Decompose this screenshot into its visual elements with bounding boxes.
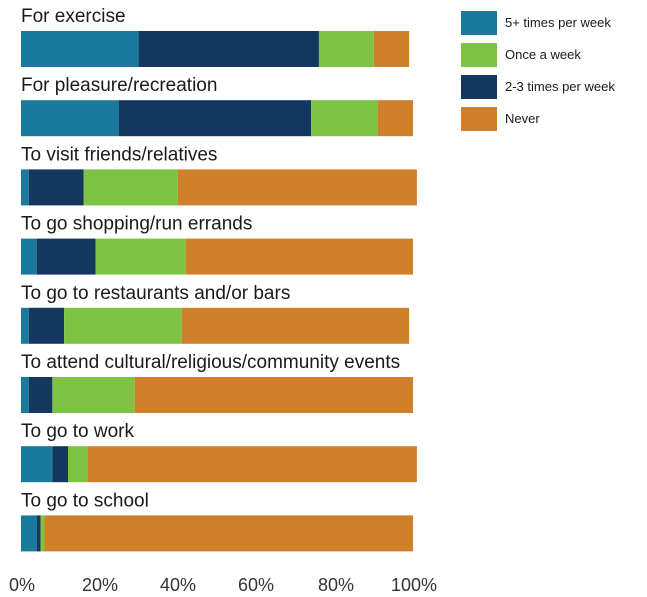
category-label-to-go-to-restaurants-and-or-bars: To go to restaurants and/or bars bbox=[21, 283, 290, 304]
bar-segment-to-go-to-work-once-a-week bbox=[68, 446, 88, 483]
bar-segment-to-attend-cultural-religious-community-events-5-times-per-week bbox=[21, 377, 29, 413]
bar-segment-to-go-shopping-run-errands-2-3-times-per-week bbox=[36, 238, 96, 275]
category-label-to-go-shopping-run-errands: To go shopping/run errands bbox=[21, 214, 252, 235]
legend-swatch-2-3-times-per-week bbox=[461, 75, 497, 99]
bar-segment-to-attend-cultural-religious-community-events-never bbox=[134, 377, 413, 413]
bar-segment-for-exercise-once-a-week bbox=[318, 31, 374, 67]
category-label-to-visit-friends-relatives: To visit friends/relatives bbox=[21, 144, 217, 165]
bar-segment-to-visit-friends-relatives-2-3-times-per-week bbox=[28, 169, 84, 206]
x-axis-ticks: 0% 20% 40% 60% 80% 100% bbox=[9, 575, 437, 595]
bar-segment-to-go-to-restaurants-and-or-bars-2-3-times-per-week bbox=[28, 307, 65, 344]
category-label-to-attend-cultural-religious-community-events: To attend cultural/religious/community e… bbox=[21, 352, 400, 373]
bar-segment-to-go-shopping-run-errands-never bbox=[185, 238, 413, 275]
bar-area bbox=[21, 31, 417, 552]
bar-segment-to-go-to-school-never bbox=[44, 515, 414, 552]
bar-segment-to-visit-friends-relatives-once-a-week bbox=[83, 169, 178, 206]
legend-swatch-5-times-per-week bbox=[461, 11, 497, 35]
bar-segment-for-exercise-never bbox=[373, 31, 410, 67]
category-label-to-go-to-work: To go to work bbox=[21, 421, 134, 442]
x-tick-label-5: 100% bbox=[391, 575, 437, 595]
category-label-to-go-to-school: To go to school bbox=[21, 490, 149, 511]
bar-segment-to-go-shopping-run-errands-once-a-week bbox=[95, 238, 186, 275]
x-tick-label-4: 80% bbox=[318, 575, 354, 595]
bar-segment-to-go-to-restaurants-and-or-bars-once-a-week bbox=[64, 307, 182, 344]
legend-label-5-times-per-week: 5+ times per week bbox=[505, 15, 611, 30]
x-tick-label-0: 0% bbox=[9, 575, 35, 595]
bar-segment-to-go-to-school-5-times-per-week bbox=[21, 515, 37, 552]
legend-label-2-3-times-per-week: 2-3 times per week bbox=[505, 79, 615, 94]
category-label-for-exercise: For exercise bbox=[21, 6, 126, 27]
bar-segment-for-pleasure-recreation-2-3-times-per-week bbox=[119, 100, 312, 137]
bar-segment-to-go-to-restaurants-and-or-bars-5-times-per-week bbox=[21, 307, 29, 344]
legend-label-never: Never bbox=[505, 111, 540, 126]
bar-segment-for-pleasure-recreation-5-times-per-week bbox=[21, 100, 119, 137]
bar-segment-to-go-to-school-2-3-times-per-week bbox=[36, 515, 41, 552]
bar-segment-to-attend-cultural-religious-community-events-once-a-week bbox=[52, 377, 135, 413]
bar-segment-for-exercise-2-3-times-per-week bbox=[138, 31, 319, 67]
x-tick-label-3: 60% bbox=[238, 575, 274, 595]
bar-segment-for-pleasure-recreation-never bbox=[377, 100, 413, 137]
category-label-for-pleasure-recreation: For pleasure/recreation bbox=[21, 75, 217, 96]
legend: 5+ times per week Once a week 2-3 times pe… bbox=[461, 11, 615, 131]
bar-segment-for-exercise-5-times-per-week bbox=[21, 31, 139, 67]
bar-segment-for-pleasure-recreation-once-a-week bbox=[311, 100, 378, 137]
x-tick-label-1: 20% bbox=[82, 575, 118, 595]
bar-segment-to-go-shopping-run-errands-5-times-per-week bbox=[21, 238, 37, 275]
bar-segment-to-visit-friends-relatives-5-times-per-week bbox=[21, 169, 29, 206]
bar-segment-to-attend-cultural-religious-community-events-2-3-times-per-week bbox=[28, 377, 53, 413]
bar-segment-to-go-to-restaurants-and-or-bars-never bbox=[181, 307, 410, 344]
legend-swatch-once-a-week bbox=[461, 43, 497, 67]
legend-label-once-a-week: Once a week bbox=[505, 47, 581, 62]
bar-segment-to-go-to-school-once-a-week bbox=[40, 515, 45, 552]
x-tick-label-2: 40% bbox=[160, 575, 196, 595]
category-labels: For exercise For pleasure/recreation To vi… bbox=[21, 6, 400, 511]
bar-segment-to-go-to-work-5-times-per-week bbox=[21, 446, 53, 483]
bar-segment-to-visit-friends-relatives-never bbox=[177, 169, 417, 206]
legend-swatch-never bbox=[461, 107, 497, 131]
bar-segment-to-go-to-work-2-3-times-per-week bbox=[52, 446, 69, 483]
bar-segment-to-go-to-work-never bbox=[87, 446, 417, 483]
